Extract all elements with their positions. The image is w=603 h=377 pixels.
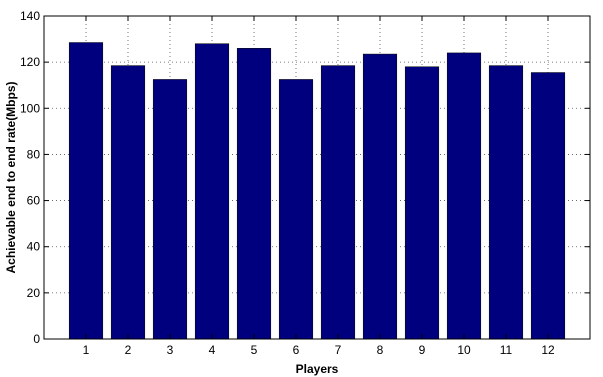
y-axis-label: Achievable end to end rate(Mbps): [4, 81, 18, 273]
x-tick-label: 4: [209, 343, 216, 357]
y-tick-label: 60: [27, 194, 41, 208]
x-axis-label: Players: [296, 362, 339, 376]
x-tick-label: 3: [167, 343, 174, 357]
y-tick-label: 140: [20, 9, 40, 23]
bar-player-3: [152, 79, 188, 340]
y-tick-label: 20: [27, 286, 41, 300]
bars: [68, 42, 566, 340]
plot-frame: [43, 15, 591, 340]
grid-lines: [44, 16, 590, 339]
x-tick-label: 9: [419, 343, 426, 357]
x-tick-label: 8: [377, 343, 384, 357]
x-tick-label: 10: [457, 343, 471, 357]
y-tick-label: 0: [33, 332, 40, 346]
bar-player-2: [110, 65, 146, 340]
y-tick-label: 100: [20, 101, 40, 115]
x-axis-ticks: 1 2 3 4 5 6 7 8 9 10 11 12: [83, 16, 555, 357]
x-tick-label: 7: [335, 343, 342, 357]
bar-player-6: [278, 79, 314, 340]
x-tick-label: 11: [500, 343, 513, 357]
x-tick-label: 1: [83, 343, 90, 357]
bar-player-7: [320, 65, 356, 340]
y-tick-label: 120: [20, 55, 40, 69]
bar-player-8: [362, 53, 398, 340]
bar-player-10: [446, 52, 482, 340]
x-tick-label: 6: [293, 343, 300, 357]
x-tick-label: 12: [541, 343, 555, 357]
y-axis-ticks: 0 20 40 60 80 100 120 140: [20, 9, 590, 346]
y-tick-label: 80: [27, 147, 41, 161]
bar-player-4: [194, 43, 230, 340]
x-tick-label: 2: [125, 343, 132, 357]
bar-player-1: [68, 42, 104, 340]
bar-player-11: [488, 65, 524, 340]
x-tick-label: 5: [251, 343, 258, 357]
bar-player-5: [236, 48, 272, 340]
bar-player-9: [404, 66, 440, 340]
bar-player-12: [530, 72, 566, 340]
y-tick-label: 40: [27, 240, 41, 254]
